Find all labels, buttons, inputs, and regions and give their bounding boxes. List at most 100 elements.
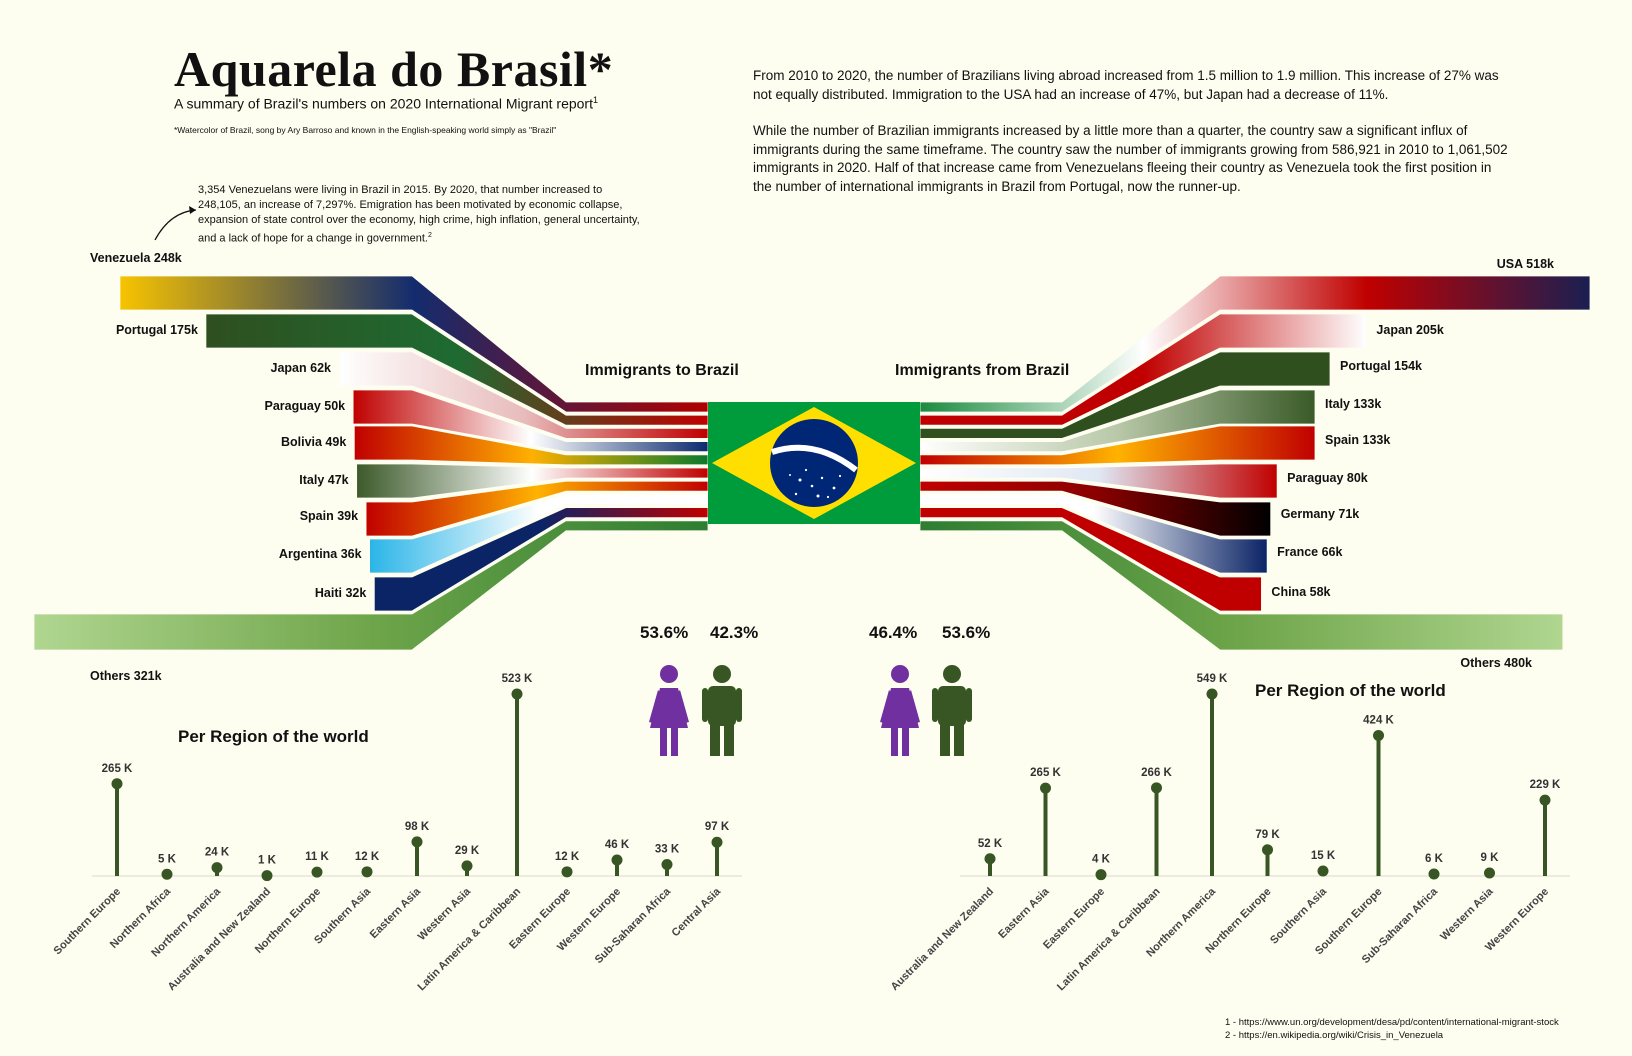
to-brazil-label-portugal: Portugal 175k [116,323,198,337]
region-value-southern-asia: 12 K [355,851,380,863]
region-to-brazil-title: Per Region of the world [178,727,369,746]
venezuela-note-arrow [154,209,197,241]
region-category-western-asia: Western Asia [1438,885,1496,943]
to-brazil-label-argentina: Argentina 36k [279,547,362,561]
page-subtitle: A summary of Brazil's numbers on 2020 In… [174,95,598,112]
from-brazil-label-germany: Germany 71k [1281,507,1360,521]
region-category-eastern-asia: Eastern Asia [996,885,1052,941]
from-brazil-bar-portugal [919,351,1331,439]
region-category-latin-america-caribbean: Latin America & Caribbean [1055,885,1163,993]
region-category-australia-and-new-zealand: Australia and New Zealand [166,886,273,993]
region-dot-eastern-asia [1040,782,1051,794]
immigrants-to-brazil-bars: Venezuela 248k Portugal 175k Japan 62k Para… [33,251,709,683]
region-dot-western-asia [1484,867,1495,879]
venezuela-note-text: 3,354 Venezuelans were living in Brazil … [198,184,640,245]
to-brazil-label-spain: Spain 39k [300,509,358,523]
region-from-brazil-title: Per Region of the world [1255,681,1446,700]
region-dot-southern-asia [361,866,373,878]
region-value-eastern-europe: 12 K [555,851,580,863]
region-dot-northern-europe [311,866,323,878]
region-value-australia-and-new-zealand: 52 K [978,838,1003,850]
to-brazil-label-bolivia: Bolivia 49k [281,435,346,449]
to-brazil-label-others: Others 321k [90,669,162,683]
from-brazil-female-pct: 46.4% [869,623,918,642]
region-value-australia-and-new-zealand: 1 K [258,855,277,867]
immigrants-to-brazil-title: Immigrants to Brazil [585,362,739,379]
from-brazil-bar-others [919,520,1564,651]
region-category-australia-and-new-zealand: Australia and New Zealand [889,886,996,993]
region-category-latin-america-caribbean: Latin America & Caribbean [416,885,524,993]
region-value-northern-europe: 79 K [1255,829,1280,841]
intro-paragraph-1: From 2010 to 2020, the number of Brazili… [753,68,1499,102]
from-brazil-bar-china [919,507,1262,612]
region-value-northern-africa: 5 K [158,853,177,865]
from-brazil-label-spain: Spain 133k [1325,433,1390,447]
region-value-eastern-europe: 4 K [1092,854,1111,866]
region-dot-sub-saharan-africa [1428,868,1440,880]
region-dot-western-europe [1539,794,1551,806]
region-dot-australia-and-new-zealand [261,870,273,882]
from-brazil-bar-usa [919,275,1591,413]
flag-stars [789,468,842,499]
region-value-northern-america: 549 K [1197,673,1228,685]
region-dot-eastern-europe [1095,869,1107,881]
region-category-eastern-asia: Eastern Asia [368,885,424,941]
source-1: 1 - https://www.un.org/development/desa/… [1225,1017,1559,1028]
region-dot-australia-and-new-zealand [984,853,996,865]
region-dot-southern-europe [111,778,123,790]
flag-band [771,444,858,473]
region-value-western-europe: 46 K [605,839,630,851]
per-region-from-brazil-chart: 52 K Australia and New Zealand 265 K Easter… [889,673,1570,993]
region-value-northern-america: 24 K [205,847,230,859]
from-brazil-bar-paraguay [919,463,1278,499]
from-brazil-label-france: France 66k [1277,545,1342,559]
region-value-southern-europe: 424 K [1363,714,1394,726]
immigrants-from-brazil-bars: USA 518k Japan 205k Portugal 154k Italy 133… [919,257,1591,670]
region-dot-southern-europe [1373,729,1384,741]
to-brazil-male-icon [702,665,742,756]
region-value-latin-america-caribbean: 523 K [502,673,533,685]
from-brazil-label-others: Others 480k [1460,656,1532,670]
flag-globe [770,419,858,507]
from-brazil-bar-japan [919,313,1367,426]
from-brazil-female-icon [880,665,920,756]
region-value-central-asia: 97 K [705,821,730,833]
region-dot-sub-saharan-africa [661,859,673,871]
region-value-western-europe: 229 K [1530,779,1561,791]
from-brazil-male-pct: 53.6% [942,623,991,642]
region-value-eastern-asia: 98 K [405,821,430,833]
venezuela-note-arrowhead [189,206,196,214]
to-brazil-male-pct: 42.3% [710,623,759,642]
region-dot-northern-africa [161,868,173,880]
region-dot-central-asia [711,836,723,848]
region-dot-eastern-asia [411,836,423,848]
region-category-central-asia: Central Asia [670,885,724,939]
to-brazil-label-japan: Japan 62k [271,361,332,375]
from-brazil-label-usa: USA 518k [1497,257,1554,271]
to-brazil-label-italy: Italy 47k [299,473,348,487]
to-brazil-label-haiti: Haiti 32k [315,586,366,600]
region-value-southern-europe: 265 K [102,763,133,775]
region-category-southern-asia: Southern Asia [1268,885,1330,947]
from-brazil-bar-france [919,494,1268,574]
source-2: 2 - https://en.wikipedia.org/wiki/Crisis… [1225,1030,1444,1041]
region-dot-eastern-europe [561,866,573,878]
to-brazil-female-icon [649,665,689,756]
from-brazil-bar-italy [919,389,1316,452]
region-dot-southern-asia [1317,865,1329,877]
from-brazil-label-portugal: Portugal 154k [1340,359,1422,373]
brazil-flag-icon [708,402,920,524]
region-dot-northern-america [1206,688,1218,700]
region-value-sub-saharan-africa: 6 K [1425,853,1444,865]
from-brazil-label-italy: Italy 133k [1325,397,1381,411]
from-brazil-label-paraguay: Paraguay 80k [1287,471,1368,485]
region-value-latin-america-caribbean: 266 K [1141,767,1172,779]
immigrants-from-brazil-title: Immigrants from Brazil [895,362,1070,379]
title-footnote: *Watercolor of Brazil, song by Ary Barro… [174,125,557,135]
region-dot-western-asia [461,860,473,872]
region-value-sub-saharan-africa: 33 K [655,844,680,856]
from-brazil-bar-spain [919,425,1316,466]
from-brazil-label-china: China 58k [1271,585,1330,599]
to-brazil-female-pct: 53.6% [640,623,689,642]
